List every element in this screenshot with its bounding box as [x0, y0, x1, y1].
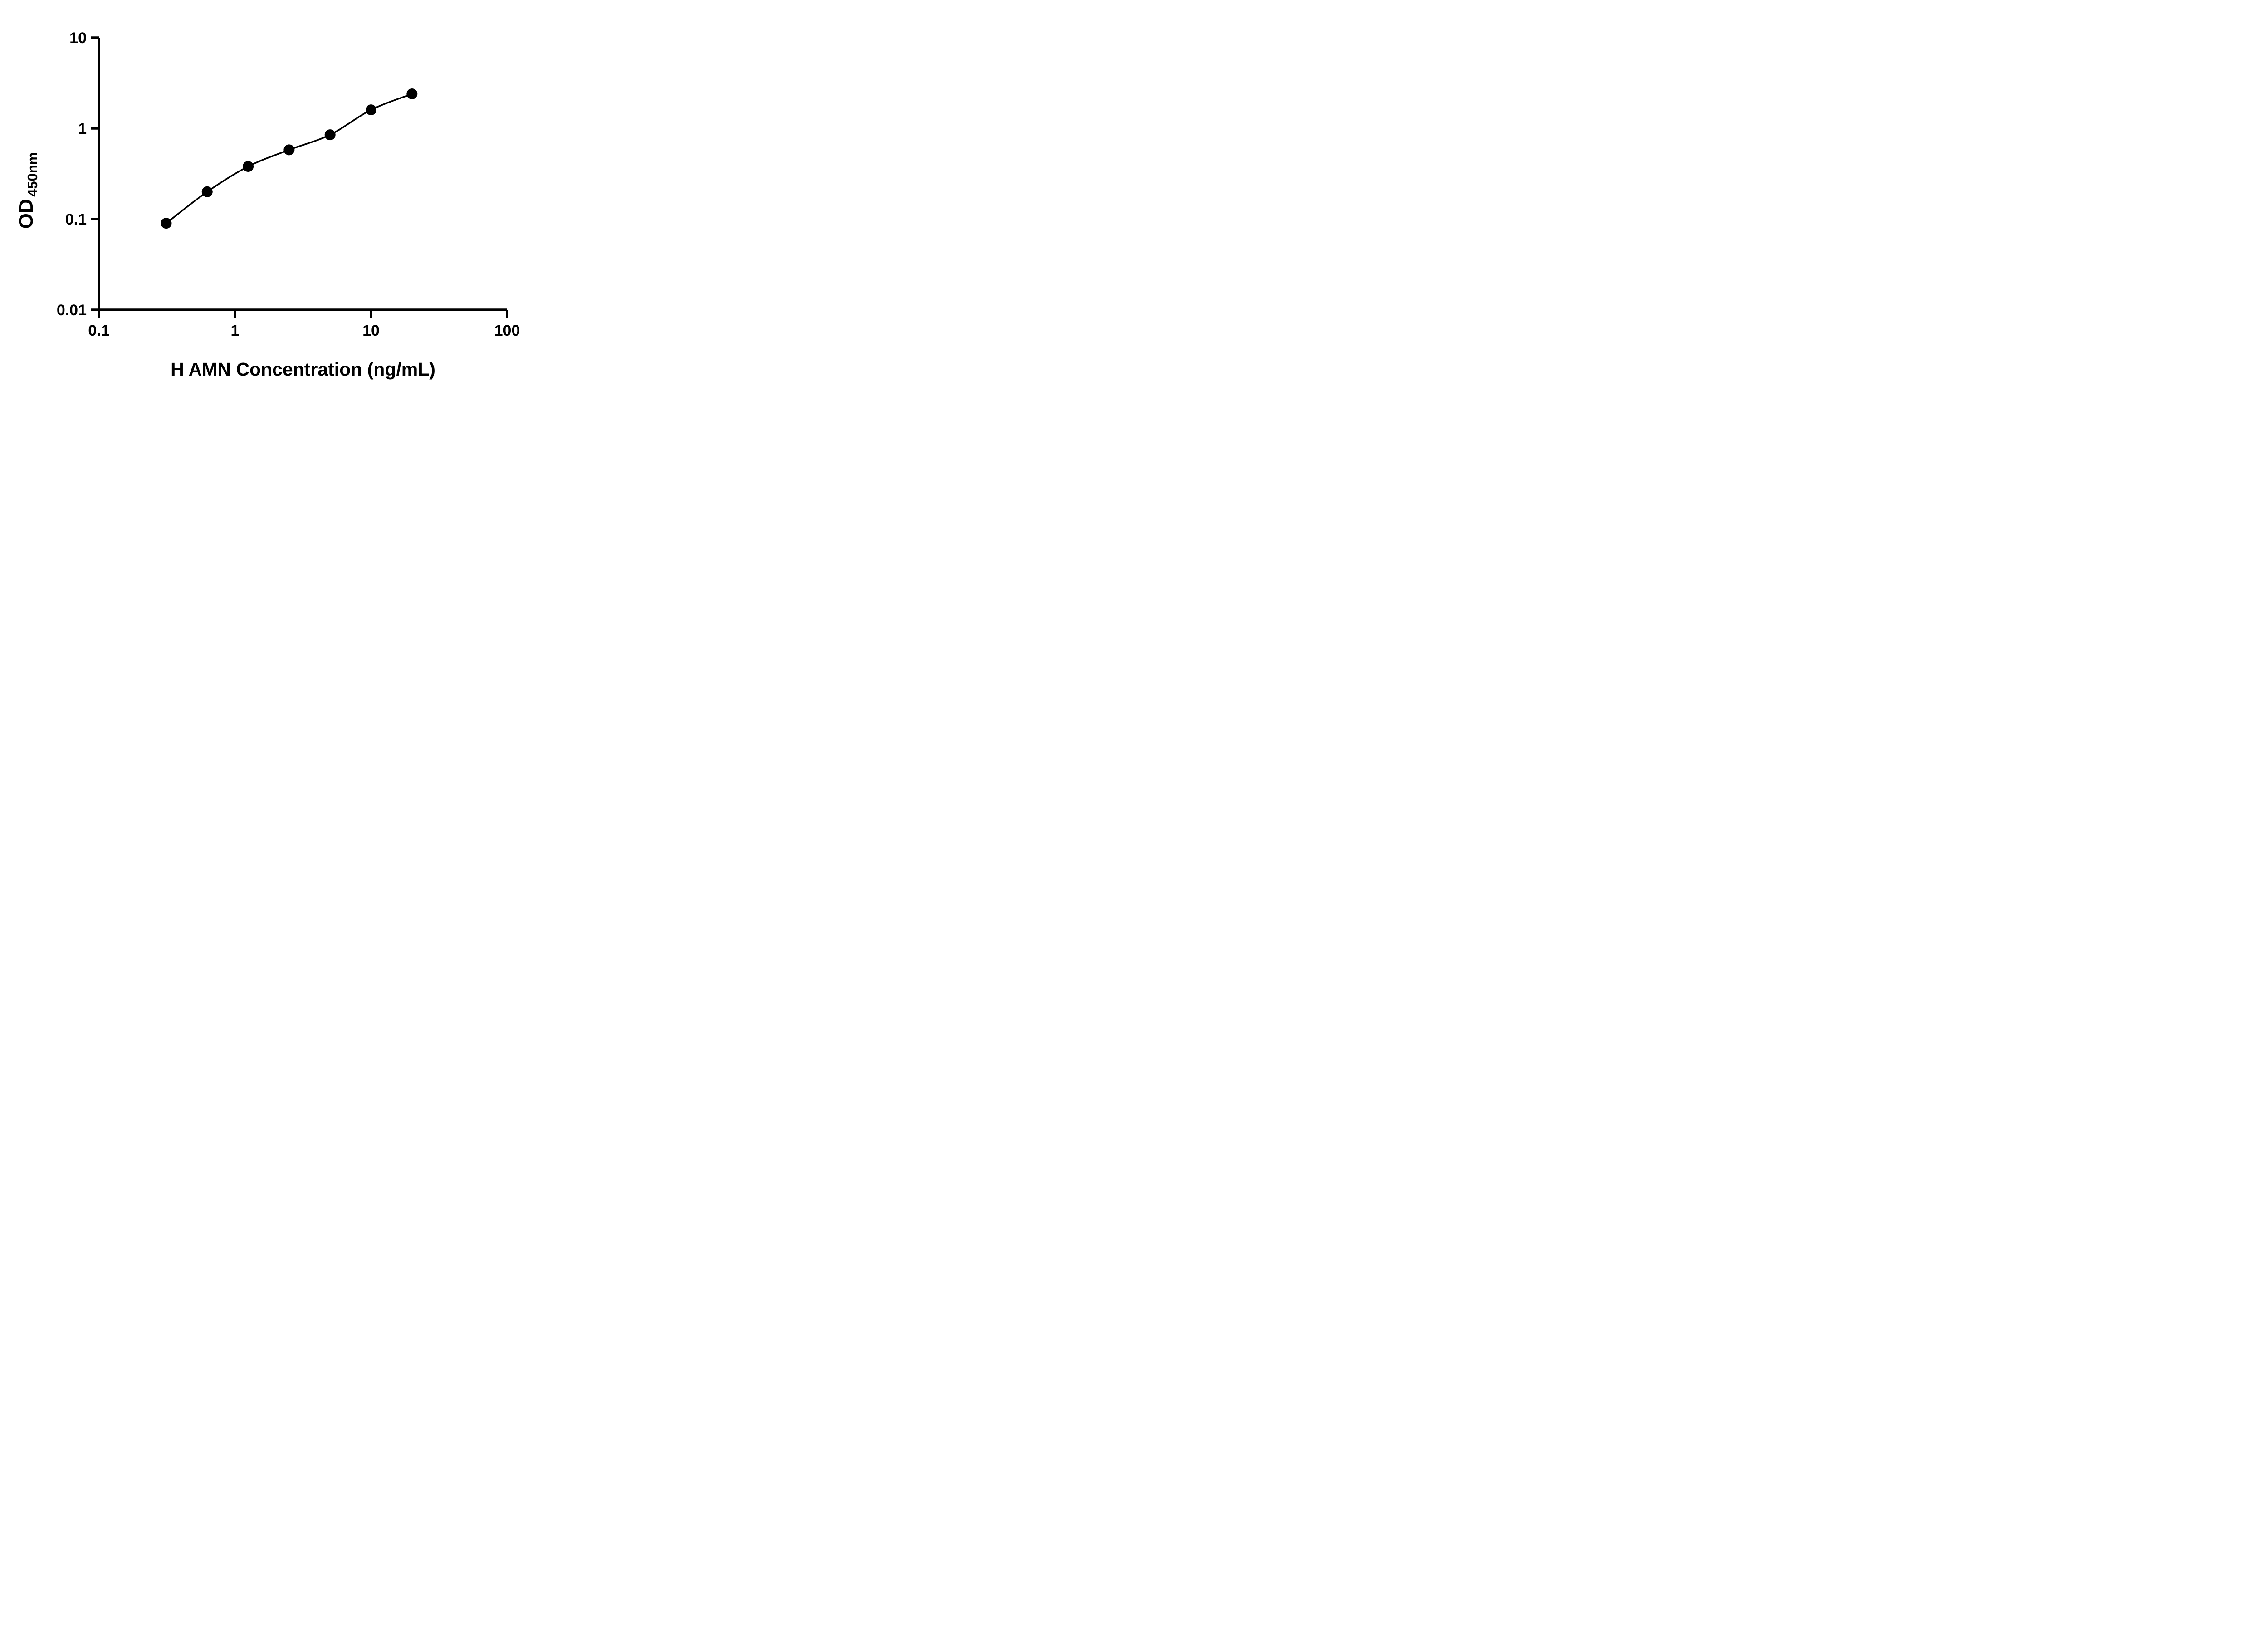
y-tick-label-0.1: 0.1 [65, 211, 87, 228]
x-tick-label-10: 10 [362, 322, 380, 339]
x-tick-label-0.1: 0.1 [88, 322, 109, 339]
x-tick-label-100: 100 [494, 322, 520, 339]
y-axis-title-main: OD [15, 199, 37, 229]
axes [98, 38, 507, 311]
y-tick-label-10: 10 [69, 29, 87, 47]
axis-ticks [91, 36, 508, 318]
data-point-0.3125 [161, 218, 172, 229]
x-axis-title: H AMN Concentration (ng/mL) [171, 359, 435, 380]
data-point-10 [366, 104, 376, 116]
y-axis-title-subscript: 450nm [24, 152, 40, 197]
y-tick-label-1: 1 [78, 120, 87, 137]
data-point-20 [406, 88, 418, 99]
figure-page: 0.1 1 10 100 10 1 0.1 0.01 H AMN Concentration … [0, 0, 583, 408]
y-axis-title: OD 450nm [15, 152, 40, 229]
data-point-1.25 [243, 161, 254, 172]
data-point-0.625 [201, 186, 213, 197]
x-tick-label-1: 1 [231, 322, 240, 339]
data-point-5 [324, 129, 336, 141]
y-tick-label-0.01: 0.01 [57, 302, 87, 319]
data-point-2.5 [284, 144, 295, 156]
data-series [161, 88, 418, 229]
